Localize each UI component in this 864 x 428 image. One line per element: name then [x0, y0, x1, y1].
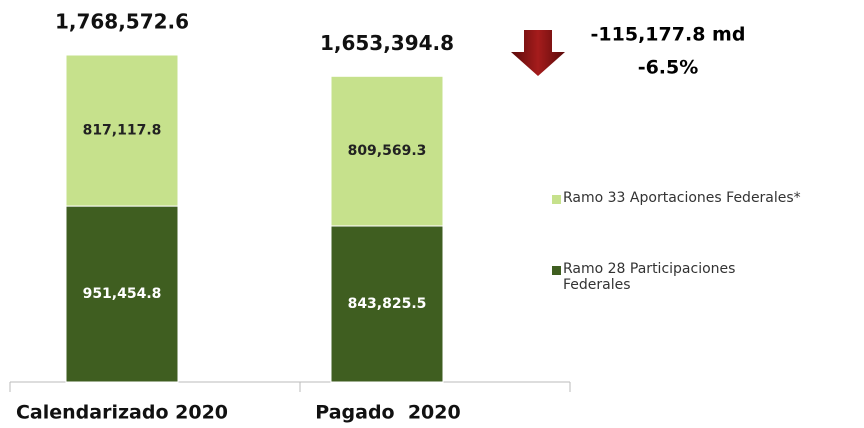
value-label: 817,117.8 — [83, 123, 162, 139]
annotation: -6.5% — [638, 57, 699, 79]
legend-swatch — [552, 195, 561, 204]
total-label: 1,768,572.6 — [55, 10, 189, 34]
down-arrow — [511, 30, 565, 76]
bar-segment — [65, 54, 179, 207]
annotation: -115,177.8 md — [591, 24, 746, 46]
legend-item: Ramo 28 Participaciones Federales — [552, 261, 782, 293]
value-label: 951,454.8 — [83, 286, 162, 302]
legend-label: Ramo 28 Participaciones Federales — [563, 261, 736, 293]
x-tick-label: Pagado 2020 — [315, 402, 460, 424]
value-label: 809,569.3 — [348, 143, 427, 159]
value-label: 843,825.5 — [348, 296, 427, 312]
bar-segment — [330, 75, 444, 227]
bar-segment — [330, 225, 444, 383]
legend-label: Ramo 33 Aportaciones Federales* — [563, 190, 801, 206]
total-label: 1,653,394.8 — [320, 31, 454, 55]
bar-segment — [65, 205, 179, 383]
legend-item: Ramo 33 Aportaciones Federales* — [552, 190, 862, 206]
x-tick-label: Calendarizado 2020 — [16, 402, 228, 424]
legend-swatch — [552, 266, 561, 275]
